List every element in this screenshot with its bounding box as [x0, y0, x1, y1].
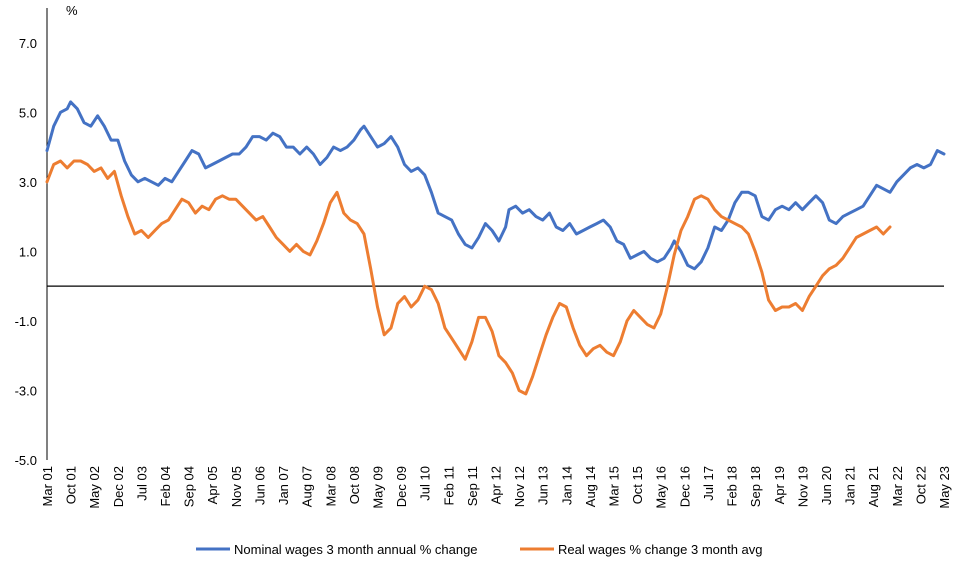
x-tick-label: Apr 05 — [205, 466, 220, 504]
x-tick-label: Aug 14 — [583, 466, 598, 507]
series-line-real — [45, 159, 892, 396]
x-tick-label: Jul 10 — [418, 466, 433, 501]
series-group — [45, 100, 946, 396]
x-tick-label: Feb 18 — [725, 466, 740, 506]
x-tick-label: Mar 22 — [890, 466, 905, 506]
x-tick-label: Apr 19 — [772, 466, 787, 504]
x-tick-label: Mar 15 — [607, 466, 622, 506]
legend-label-nominal: Nominal wages 3 month annual % change — [234, 542, 478, 557]
x-tick-label: Jul 17 — [701, 466, 716, 501]
x-tick-label: Aug 21 — [866, 466, 881, 507]
series-line-nominal — [45, 100, 946, 271]
x-axis-ticks: Mar 01 Oct 01 May 02 Dec 02 Jul 03 Feb 04 Sep … — [40, 466, 952, 509]
y-tick-label: 5.0 — [19, 105, 37, 120]
y-tick-label: -3.0 — [15, 383, 37, 398]
x-tick-label: Jan 07 — [276, 466, 291, 505]
x-tick-label: Nov 19 — [795, 466, 810, 507]
x-tick-label: Jun 13 — [536, 466, 551, 505]
legend: Nominal wages 3 month annual % change Re… — [196, 542, 763, 557]
x-tick-label: Apr 12 — [489, 466, 504, 504]
x-tick-label: Mar 01 — [40, 466, 55, 506]
x-tick-label: May 23 — [937, 466, 952, 509]
x-tick-label: May 09 — [370, 466, 385, 509]
y-tick-label: -5.0 — [15, 453, 37, 468]
y-tick-label: -1.0 — [15, 314, 37, 329]
legend-label-real: Real wages % change 3 month avg — [558, 542, 763, 557]
x-tick-label: Dec 16 — [677, 466, 692, 507]
y-tick-label: 3.0 — [19, 175, 37, 190]
x-tick-label: Oct 01 — [64, 466, 79, 504]
x-tick-label: Feb 11 — [441, 466, 456, 506]
y-tick-label: 1.0 — [19, 244, 37, 259]
x-tick-label: Jan 14 — [559, 466, 574, 505]
x-tick-label: Aug 07 — [300, 466, 315, 507]
x-tick-label: May 16 — [654, 466, 669, 509]
x-tick-label: Sep 11 — [465, 466, 480, 506]
x-tick-label: Jul 03 — [134, 466, 149, 501]
x-tick-label: Nov 12 — [512, 466, 527, 507]
x-tick-label: Jan 21 — [843, 466, 858, 505]
x-tick-label: Dec 02 — [111, 466, 126, 507]
x-tick-label: Mar 08 — [323, 466, 338, 506]
x-tick-label: Sep 18 — [748, 466, 763, 507]
x-tick-label: Oct 15 — [630, 466, 645, 504]
x-tick-label: Sep 04 — [182, 466, 197, 507]
x-tick-label: Feb 04 — [158, 466, 173, 506]
x-tick-label: Oct 08 — [347, 466, 362, 504]
x-tick-label: May 02 — [87, 466, 102, 509]
x-tick-label: Jun 20 — [819, 466, 834, 505]
x-tick-label: Dec 09 — [394, 466, 409, 507]
y-axis-unit-label: % — [66, 3, 78, 18]
x-tick-label: Jun 06 — [252, 466, 267, 505]
y-tick-label: 7.0 — [19, 36, 37, 51]
y-axis-ticks: 7.0 5.0 3.0 1.0 -1.0 -3.0 -5.0 — [15, 36, 37, 468]
x-tick-label: Nov 05 — [229, 466, 244, 507]
x-tick-label: Oct 22 — [913, 466, 928, 504]
